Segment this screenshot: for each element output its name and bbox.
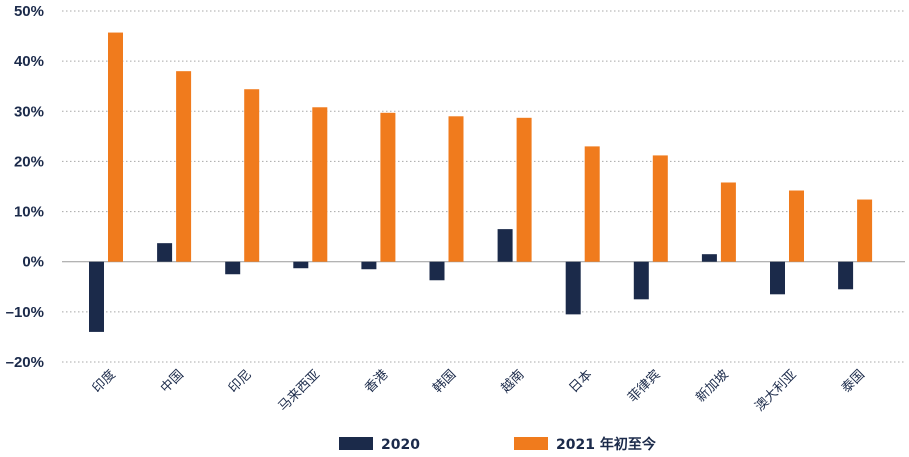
bar-series1 xyxy=(225,261,241,275)
bar-series2 xyxy=(312,107,328,262)
x-axis-tick-labels: 印度 中国 印尼 马来西亚 香港 韩国 越南 日本 菲律宾 新加坡 澳大利亚 泰国 xyxy=(89,367,868,415)
bar-series1 xyxy=(429,261,445,281)
y-tick-label: 40% xyxy=(14,53,44,70)
bar-series2 xyxy=(857,199,873,262)
x-tick-label: 泰国 xyxy=(839,367,868,396)
bar-series1 xyxy=(293,261,309,269)
bar-series2 xyxy=(108,32,123,262)
gridlines xyxy=(62,10,905,363)
bar-series1 xyxy=(361,261,377,270)
x-tick-label: 韩国 xyxy=(430,367,459,396)
bar-series2 xyxy=(652,155,668,262)
bar-series1 xyxy=(497,229,513,262)
legend-label: 2020 xyxy=(381,437,420,453)
bar-series2 xyxy=(516,117,532,262)
legend-swatch xyxy=(339,437,373,450)
x-tick-label: 中国 xyxy=(158,367,187,396)
bar-series2 xyxy=(584,146,600,262)
bar-series1 xyxy=(770,261,785,295)
legend-swatch xyxy=(514,437,548,450)
legend-label: 2021 年初至今 xyxy=(556,436,656,453)
bar-series1 xyxy=(838,261,854,290)
x-tick-label: 澳大利亚 xyxy=(752,367,800,415)
y-tick-label: 20% xyxy=(14,153,44,170)
x-tick-label: 菲律宾 xyxy=(625,367,664,406)
y-tick-label: 30% xyxy=(14,103,44,120)
bar-series2 xyxy=(244,89,260,262)
y-tick-label: –10% xyxy=(6,304,44,321)
bar-series2 xyxy=(448,116,464,262)
bars xyxy=(89,32,873,332)
y-tick-label: –20% xyxy=(6,354,44,371)
bar-series2 xyxy=(380,112,396,262)
bar-series1 xyxy=(157,243,173,262)
bar-series1 xyxy=(89,261,104,332)
y-axis-tick-labels: –20% –10% 0% 10% 20% 30% 40% 50% xyxy=(6,3,44,371)
x-tick-label: 香港 xyxy=(362,367,391,396)
x-tick-label: 越南 xyxy=(498,367,528,397)
x-tick-label: 印尼 xyxy=(226,367,255,396)
x-tick-label: 新加坡 xyxy=(693,367,732,406)
bar-series2 xyxy=(176,71,192,262)
y-tick-label: 0% xyxy=(22,254,44,271)
x-tick-label: 印度 xyxy=(89,367,119,397)
bar-series2 xyxy=(720,182,736,262)
y-tick-label: 50% xyxy=(14,3,44,20)
bar-series1 xyxy=(701,254,717,262)
bar-series1 xyxy=(633,261,649,300)
x-tick-label: 马来西亚 xyxy=(276,367,323,414)
x-tick-label: 日本 xyxy=(567,367,596,396)
bar-series1 xyxy=(565,261,581,315)
legend: 2020 2021 年初至今 xyxy=(339,436,656,453)
y-tick-label: 10% xyxy=(14,204,44,221)
bar-series2 xyxy=(789,190,804,262)
